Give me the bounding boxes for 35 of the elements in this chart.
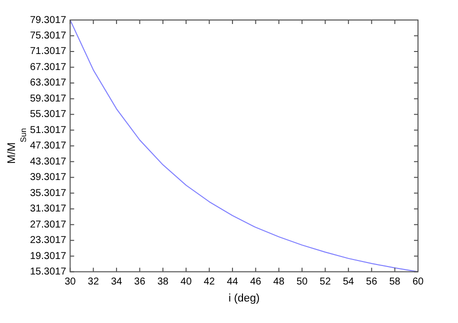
x-axis-title: i (deg) <box>228 292 260 304</box>
y-tick-label: 71.3017 <box>30 46 67 58</box>
y-tick-label: 59.3017 <box>30 93 67 104</box>
x-tick-label: 34 <box>110 276 123 288</box>
y-tick-label: 67.3017 <box>30 62 67 73</box>
y-tick-label: 15.3017 <box>30 266 67 278</box>
y-tick-label: 75.3017 <box>30 30 67 42</box>
x-tick-label: 46 <box>250 276 262 288</box>
x-tick-label: 56 <box>366 276 378 288</box>
x-tick-label: 32 <box>88 276 100 288</box>
y-tick-label: 35.3017 <box>30 188 67 199</box>
y-tick-label: 51.3017 <box>30 124 67 136</box>
y-tick-label: 79.3017 <box>30 14 67 26</box>
x-tick-label: 30 <box>64 276 76 288</box>
y-tick-label: 47.3017 <box>30 140 67 152</box>
y-tick-label: 27.3017 <box>30 219 67 230</box>
x-tick-label: 58 <box>389 276 401 288</box>
y-tick-label: 19.3017 <box>30 250 67 262</box>
x-tick-label: 42 <box>204 276 216 288</box>
x-tick-label: 50 <box>296 276 308 288</box>
y-tick-label: 55.3017 <box>30 109 67 120</box>
x-tick-label: 40 <box>180 276 192 288</box>
y-tick-label: 23.3017 <box>30 235 67 246</box>
x-tick-label: 52 <box>320 276 332 288</box>
x-tick-label: 60 <box>412 276 424 288</box>
y-axis-title: M/MSun <box>6 128 28 164</box>
x-tick-label: 44 <box>226 276 238 288</box>
x-tick-label: 48 <box>273 276 285 288</box>
y-tick-label: 39.3017 <box>30 172 67 184</box>
y-tick-label: 63.3017 <box>30 78 67 89</box>
x-tick-label: 38 <box>157 276 169 288</box>
y-tick-label: 43.3017 <box>30 156 67 168</box>
x-tick-label: 36 <box>134 276 146 288</box>
x-tick-label: 54 <box>342 276 354 288</box>
y-tick-label: 31.3017 <box>30 204 67 215</box>
